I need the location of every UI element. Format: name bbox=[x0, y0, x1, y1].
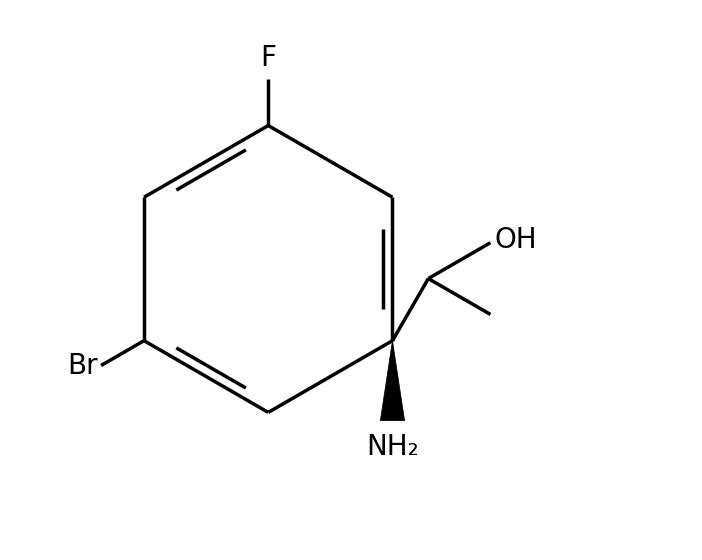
Text: OH: OH bbox=[495, 226, 538, 254]
Text: F: F bbox=[260, 44, 277, 72]
Polygon shape bbox=[380, 340, 404, 421]
Text: Br: Br bbox=[67, 352, 98, 380]
Text: NH₂: NH₂ bbox=[366, 433, 419, 461]
